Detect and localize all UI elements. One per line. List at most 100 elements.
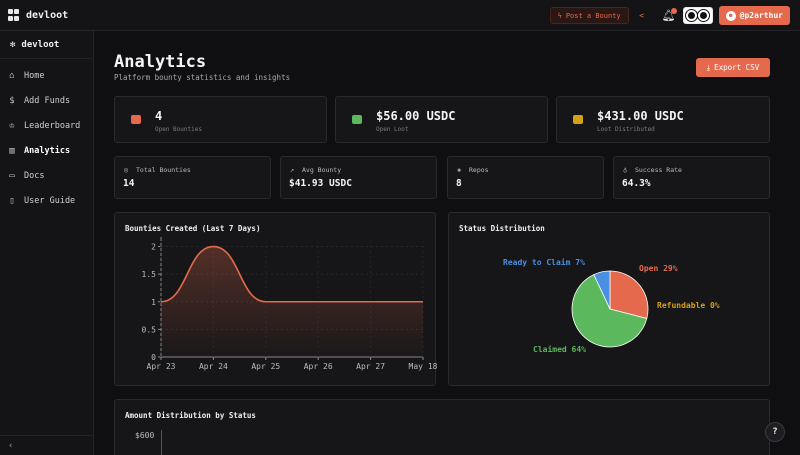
sidebar-item-label: Leaderboard [24, 120, 81, 131]
sidebar-item-home[interactable]: ⌂ Home [0, 63, 93, 88]
amount-distribution-panel: Amount Distribution by Status $600 [114, 399, 770, 455]
export-csv-button[interactable]: ⤓ Export CSV [696, 58, 770, 77]
download-icon: ⤓ [706, 62, 711, 72]
home-icon: ⌂ [9, 70, 15, 81]
dollar-icon: $ [9, 95, 15, 106]
amount-chart-title: Amount Distribution by Status [125, 411, 256, 420]
stat-card-repos: ◈ Repos 8 [447, 156, 604, 199]
sidebar-item-add-funds[interactable]: $ Add Funds [0, 88, 93, 113]
layers-icon: ◈ [457, 166, 462, 174]
top-bar: devloot ϟ Post a Bounty < 🔔︎ ● @p2arthur [0, 0, 800, 31]
help-icon: ? [772, 427, 778, 437]
trend-up-icon: ↗ [290, 166, 295, 174]
lightning-icon: ϟ [557, 11, 562, 20]
amount-axis-line [161, 430, 162, 455]
page-title: Analytics [114, 52, 207, 72]
stat-label: Avg Bounty [302, 166, 342, 174]
amount-axis-tick: $600 [135, 431, 155, 440]
stat-label: Open Loot [376, 126, 409, 133]
y-tick-label: 0.5 [142, 325, 157, 334]
brand-name: devloot [26, 9, 69, 21]
chest-icon [573, 115, 583, 124]
sidebar-item-label: Analytics [24, 145, 71, 156]
stat-label: Loot Distributed [597, 126, 655, 133]
pie-slice[interactable] [609, 270, 649, 319]
help-button[interactable]: ? [765, 422, 785, 442]
github-username: @p2arthur [739, 11, 783, 20]
github-icon: ● [725, 10, 736, 21]
stat-value: 4 [155, 109, 163, 123]
page-subtitle: Platform bounty statistics and insights [114, 73, 291, 82]
sidebar-brand[interactable]: ✻ devloot [0, 31, 93, 59]
x-tick-label: Apr 24 [199, 362, 228, 371]
line-chart: 0 0.5 1 1.5 2 Apr 23 Apr 24 Apr 25 Apr 26 Apr 27 M… [142, 237, 437, 371]
book-icon: ▯ [9, 195, 15, 206]
pie-chart-title: Status Distribution [459, 224, 545, 233]
x-tick-label: Apr 27 [356, 362, 385, 371]
sidebar-item-analytics[interactable]: ▥ Analytics [0, 138, 93, 163]
stat-label: Success Rate [635, 166, 682, 174]
brand[interactable]: devloot [0, 9, 68, 21]
sidebar-item-label: Home [24, 70, 45, 81]
stat-card-loot-distributed: $431.00 USDC Loot Distributed [556, 96, 770, 143]
sidebar-item-user-guide[interactable]: ▯ User Guide [0, 188, 93, 213]
pie-slice[interactable] [593, 270, 611, 310]
stat-label: Open Bounties [155, 126, 202, 133]
pie-label-refundable: Refundable 0% [657, 301, 720, 310]
bar-chart-icon: ▥ [9, 145, 15, 156]
stat-value: $431.00 USDC [597, 109, 684, 123]
x-tick-label: Apr 25 [251, 362, 280, 371]
x-tick-label: Apr 23 [147, 362, 176, 371]
sidebar-brand-name: devloot [21, 39, 60, 50]
stat-card-open-bounties: 4 Open Bounties [114, 96, 327, 143]
top-actions: ϟ Post a Bounty < 🔔︎ ● @p2arthur [549, 6, 790, 25]
pie-label-open: Open 29% [639, 264, 678, 273]
stat-card-success-rate: ♁ Success Rate 64.3% [613, 156, 770, 199]
chest-icon [131, 115, 141, 124]
stat-value: 8 [456, 178, 462, 189]
logo-icon [8, 9, 20, 21]
sidebar-item-label: Docs [24, 170, 45, 181]
y-tick-label: 0 [151, 353, 156, 362]
share-icon: < [639, 11, 645, 20]
line-series [160, 245, 423, 303]
stat-label: Repos [469, 166, 489, 174]
pie-label-ready-to-claim: Ready to Claim 7% [503, 258, 585, 267]
share-button[interactable]: < [635, 7, 649, 24]
chest-icon [352, 115, 362, 124]
chevron-left-icon: ‹ [8, 440, 14, 451]
wallet-icon-2 [697, 9, 711, 22]
stat-value: 64.3% [622, 178, 651, 189]
stat-card-avg-bounty: ↗ Avg Bounty $41.93 USDC [280, 156, 437, 199]
sidebar-item-leaderboard[interactable]: ♔ Leaderboard [0, 113, 93, 138]
notification-dot [670, 8, 677, 14]
crown-icon: ♔ [9, 120, 15, 131]
sidebar: ✻ devloot ⌂ Home $ Add Funds ♔ Leaderboa… [0, 31, 94, 455]
sidebar-item-docs[interactable]: ▭ Docs [0, 163, 93, 188]
y-tick-label: 1 [151, 298, 156, 307]
main-content: Analytics Platform bounty statistics and… [94, 31, 800, 455]
sidebar-item-label: Add Funds [24, 95, 71, 106]
github-user-button[interactable]: ● @p2arthur [718, 6, 790, 25]
export-csv-label: Export CSV [714, 63, 760, 72]
post-bounty-button[interactable]: ϟ Post a Bounty [549, 7, 629, 24]
stat-card-open-loot: $56.00 USDC Open Loot [335, 96, 548, 143]
stat-value: $56.00 USDC [376, 109, 456, 123]
pie-label-claimed: Claimed 64% [533, 345, 586, 354]
status-distribution-panel: Status Distribution Ready to Claim 7% Op… [448, 212, 770, 386]
bounties-created-panel: Bounties Created (Last 7 Days) 0 0.5 1 1.5 2… [114, 212, 437, 386]
y-tick-label: 2 [151, 243, 156, 252]
sidebar-item-label: User Guide [24, 195, 76, 206]
y-tick-label: 1.5 [142, 270, 157, 279]
pie-chart [571, 270, 649, 348]
pie-slice[interactable] [571, 274, 648, 348]
stat-value: $41.93 USDC [289, 178, 352, 189]
stat-card-total-bounties: ◎ Total Bounties 14 [114, 156, 271, 199]
notifications-button[interactable]: 🔔︎ [661, 7, 677, 24]
doc-icon: ▭ [9, 170, 15, 181]
wallet-button[interactable] [682, 7, 713, 24]
stat-value: 14 [123, 178, 135, 189]
sidebar-logo-icon: ✻ [10, 39, 16, 50]
x-tick-label: May 18 [409, 362, 437, 371]
collapse-sidebar-button[interactable]: ‹ [0, 435, 93, 455]
